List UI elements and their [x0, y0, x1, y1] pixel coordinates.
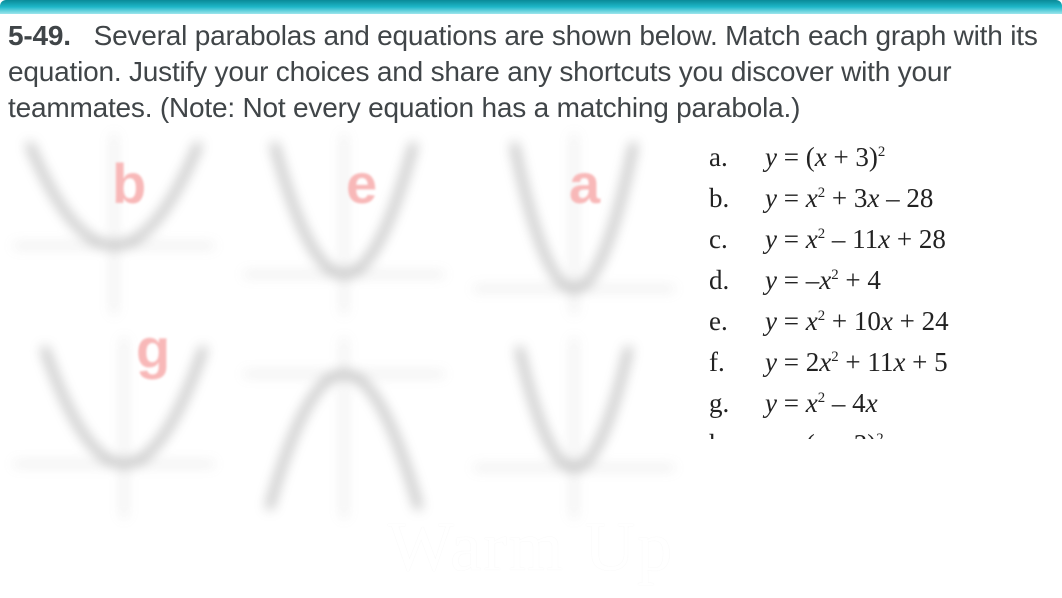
equation-body: y = x2 + 10x + 24	[765, 298, 949, 339]
question-block: 5-49. Several parabolas and equations ar…	[0, 14, 1062, 128]
equation-letter: f.	[709, 344, 765, 380]
equation-letter: a.	[709, 139, 765, 175]
graph-cell	[14, 134, 214, 314]
graphs-grid	[14, 134, 699, 574]
equation-body: y = –x2 + 4	[765, 257, 881, 298]
graph-cell	[474, 134, 674, 314]
equation-body: y = x2 + 3x – 28	[765, 175, 933, 216]
equation-row: a.y = (x + 3)2	[709, 134, 1052, 175]
equation-letter: h.	[709, 426, 765, 439]
equation-body: y = x2 – 4x	[765, 380, 878, 421]
equation-row: h.y = (x – 3)2	[709, 421, 1052, 439]
equation-body: y = (x – 3)2	[765, 421, 884, 439]
equation-letter: d.	[709, 262, 765, 298]
equation-letter: e.	[709, 303, 765, 339]
graph-cell	[244, 134, 444, 314]
equation-body: y = x2 – 11x + 28	[765, 216, 946, 257]
equation-row: d.y = –x2 + 4	[709, 257, 1052, 298]
content-area: a.y = (x + 3)2b.y = x2 + 3x – 28c.y = x2…	[0, 128, 1062, 574]
question-text: Several parabolas and equations are show…	[8, 20, 1038, 123]
equation-row: f.y = 2x2 + 11x + 5	[709, 339, 1052, 380]
graph-cell	[474, 338, 674, 518]
equation-letter: g.	[709, 385, 765, 421]
equation-body: y = (x + 3)2	[765, 134, 885, 175]
equation-body: y = 2x2 + 11x + 5	[765, 339, 948, 380]
equation-letter: b.	[709, 180, 765, 216]
equation-letter: c.	[709, 221, 765, 257]
graph-cell	[14, 338, 214, 518]
equation-row: g.y = x2 – 4x	[709, 380, 1052, 421]
equations-list: a.y = (x + 3)2b.y = x2 + 3x – 28c.y = x2…	[699, 134, 1052, 574]
graph-cell	[244, 338, 444, 518]
question-label: 5-49.	[8, 20, 71, 51]
slide-top-bar	[0, 0, 1062, 14]
equation-row: e.y = x2 + 10x + 24	[709, 298, 1052, 339]
equation-row: c.y = x2 – 11x + 28	[709, 216, 1052, 257]
equation-row: b.y = x2 + 3x – 28	[709, 175, 1052, 216]
